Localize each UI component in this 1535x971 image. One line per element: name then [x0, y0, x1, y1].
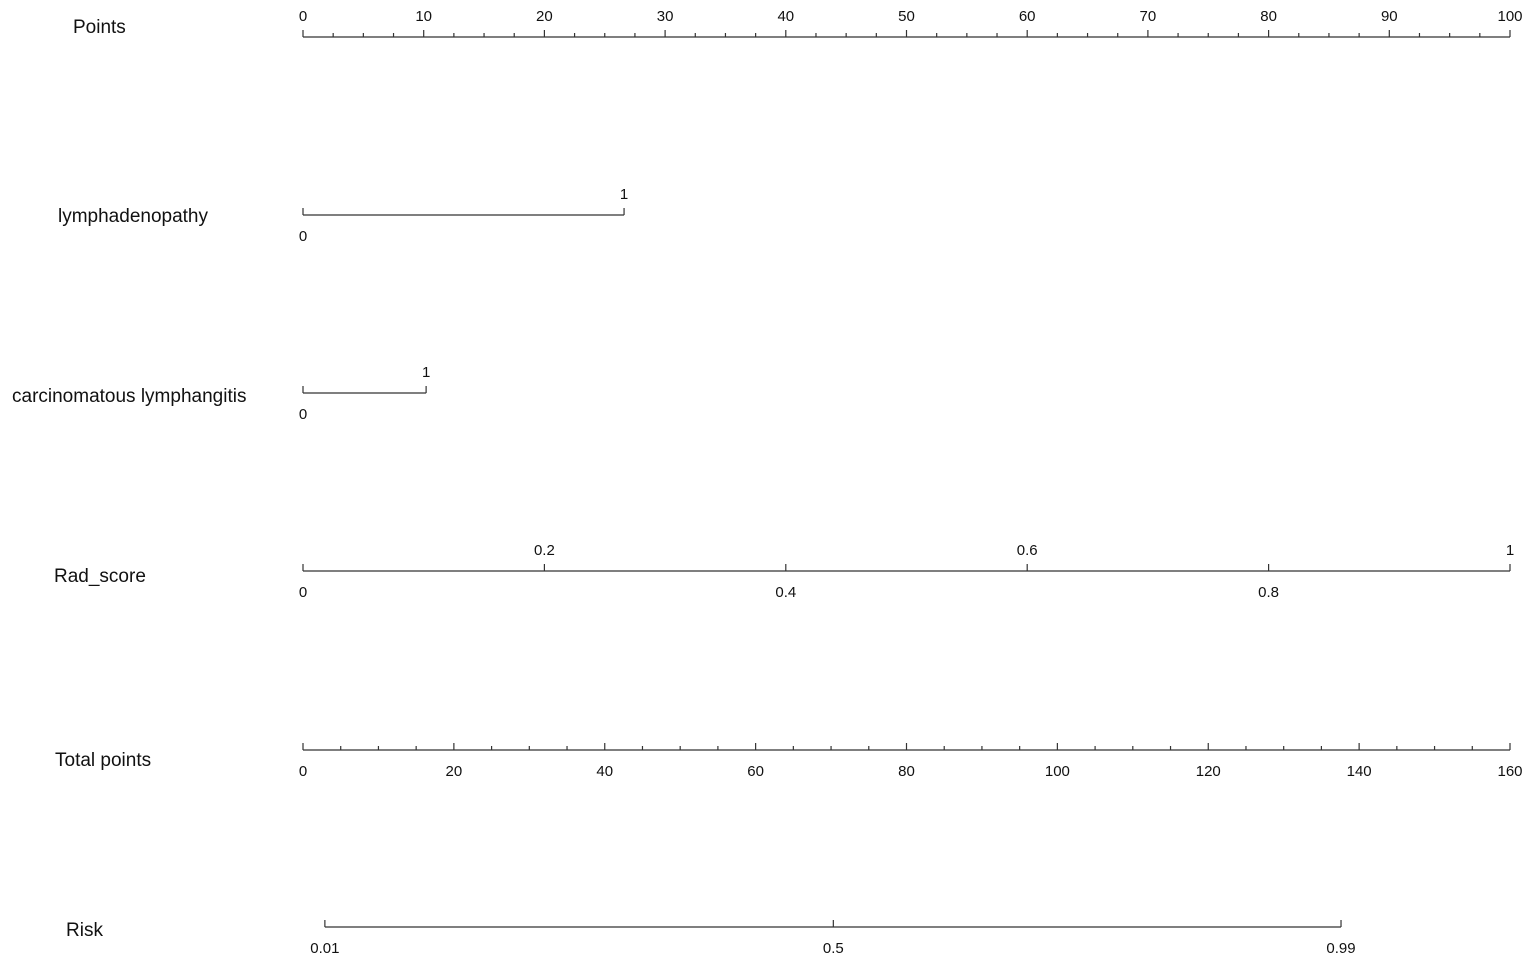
- tick-label: 50: [898, 8, 915, 25]
- tick-label: 10: [415, 8, 432, 25]
- tick-label: 1: [1506, 542, 1514, 559]
- tick-label: 70: [1140, 8, 1157, 25]
- row-label: carcinomatous lymphangitis: [12, 386, 246, 407]
- tick-label: 0: [299, 763, 307, 780]
- tick-label: 40: [777, 8, 794, 25]
- row-label: Rad_score: [54, 566, 146, 587]
- tick-label: 0.01: [310, 940, 339, 957]
- tick-label: 0: [299, 8, 307, 25]
- tick-label: 80: [1260, 8, 1277, 25]
- row-label: lymphadenopathy: [58, 206, 208, 227]
- row-label: Risk: [66, 920, 103, 941]
- tick-label: 1: [422, 364, 430, 381]
- tick-label: 60: [747, 763, 764, 780]
- tick-label: 0: [299, 406, 307, 423]
- tick-label: 0.2: [534, 542, 555, 559]
- tick-label: 140: [1347, 763, 1372, 780]
- tick-label: 0.4: [775, 584, 796, 601]
- tick-label: 20: [536, 8, 553, 25]
- tick-label: 90: [1381, 8, 1398, 25]
- tick-label: 30: [657, 8, 674, 25]
- tick-label: 80: [898, 763, 915, 780]
- tick-label: 160: [1497, 763, 1522, 780]
- tick-label: 120: [1196, 763, 1221, 780]
- row-label: Total points: [55, 750, 151, 771]
- tick-label: 100: [1045, 763, 1070, 780]
- tick-label: 20: [446, 763, 463, 780]
- tick-label: 40: [596, 763, 613, 780]
- tick-label: 0: [299, 584, 307, 601]
- tick-label: 0.5: [823, 940, 844, 957]
- tick-label: 0: [299, 228, 307, 245]
- tick-label: 100: [1497, 8, 1522, 25]
- tick-label: 0.99: [1326, 940, 1355, 957]
- tick-label: 0.6: [1017, 542, 1038, 559]
- tick-label: 60: [1019, 8, 1036, 25]
- row-label: Points: [73, 17, 126, 38]
- tick-label: 0.8: [1258, 584, 1279, 601]
- tick-label: 1: [620, 186, 628, 203]
